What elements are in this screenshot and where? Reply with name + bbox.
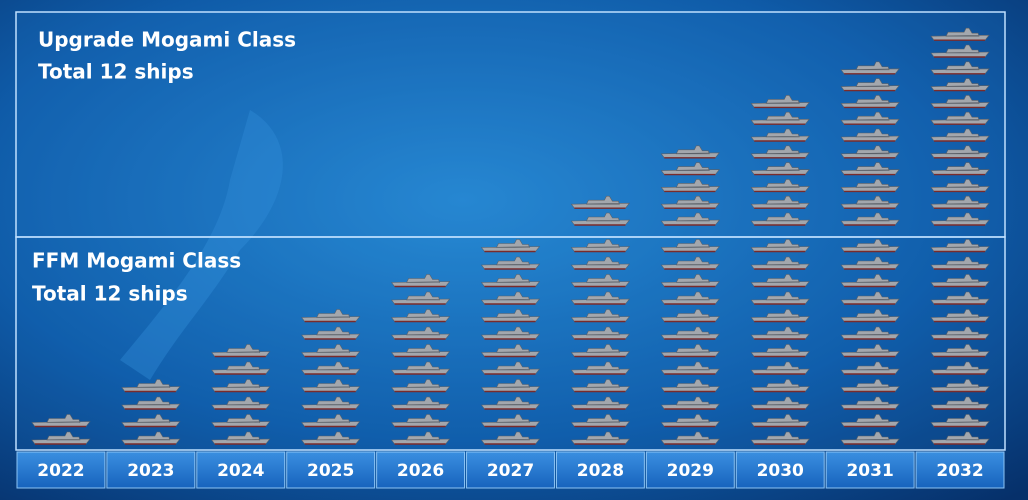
ship-stack [480,239,541,445]
ship-stack [930,27,990,226]
ship-icon [121,414,181,427]
ship-icon [301,309,361,322]
ship-icon [301,344,361,357]
x-tick-label: 2026 [397,461,444,481]
x-tick-label: 2023 [127,461,174,481]
year-cell [735,451,825,489]
x-tick-label: 2024 [217,461,264,481]
ship-stack [121,379,181,445]
ship-icon [301,396,361,410]
ship-icon [390,291,451,305]
ship-icon [390,414,451,427]
x-tick-label: 2032 [936,461,983,481]
ship-icon [301,431,361,445]
ship-stack [570,195,631,226]
ship-stack [840,239,900,445]
ship-icon [390,361,451,375]
ship-icon [211,414,271,427]
ship-stack [660,145,720,226]
series-label: Total 12 ships [38,60,194,84]
series-name: FFM Mogami Class [32,249,241,273]
year-cell [466,451,555,489]
ship-icon [211,431,271,445]
ship-icon [121,379,181,392]
ship-icon [211,396,271,410]
ship-icon [390,274,451,287]
ship-icon [121,431,181,445]
year-cell [645,451,735,489]
ship-icon [301,414,361,427]
x-tick-label: 2029 [667,461,714,481]
ship-icon [390,344,451,357]
year-cell [555,451,645,489]
ship-icon [211,379,271,392]
x-tick-label: 2027 [487,461,534,481]
ship-icon [390,326,451,340]
ship-stack [301,309,361,445]
map-shape [120,110,283,380]
x-tick-label: 2030 [757,461,804,481]
year-cell [16,451,106,489]
ship-stack [750,239,810,445]
year-cell [196,451,286,489]
ship-stack [840,61,900,226]
ship-icon [211,361,271,375]
ship-icon [390,396,451,410]
year-cell [825,451,915,489]
year-cell [915,451,1005,489]
ship-icon [390,431,451,445]
ship-icon [301,326,361,340]
ship-icon [121,396,181,410]
ship-stack [570,239,631,445]
ship-icon [390,379,451,392]
panel-labels: Upgrade Mogami Class Total 12 ships FFM … [32,28,296,306]
ship-icon [390,309,451,322]
x-tick-label: 2031 [846,461,893,481]
year-cell [376,451,466,489]
ship-icon [301,379,361,392]
ship-stack [31,414,91,445]
ship-icon [301,361,361,375]
x-tick-label: 2022 [37,461,84,481]
ship-stack [930,239,990,445]
ship-stack [211,344,271,445]
year-cell [286,451,376,489]
x-tick-label: 2028 [577,461,624,481]
ship-stack [390,274,451,445]
ship-icon [211,344,271,357]
ship-stack [660,239,720,445]
series-name: Upgrade Mogami Class [38,28,296,52]
ship-stack [750,95,810,226]
x-tick-label: 2025 [307,461,354,481]
lower-panel [15,236,1006,451]
year-cell [106,451,196,489]
upper-panel [15,11,1006,238]
series-label: Total 12 ships [32,282,188,306]
